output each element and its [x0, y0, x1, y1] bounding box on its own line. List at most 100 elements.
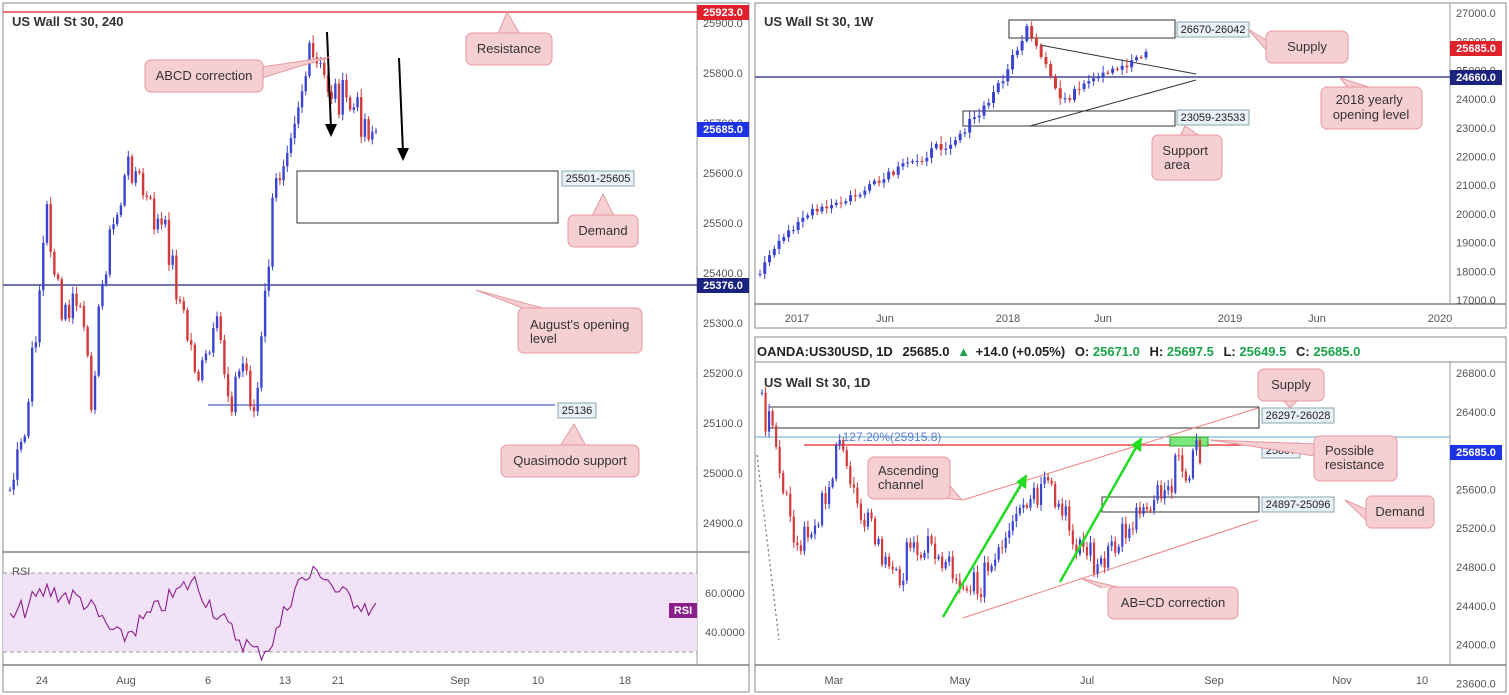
daily-callout-supply-text: Supply — [1271, 377, 1311, 392]
h4-candle — [30, 347, 34, 402]
daily-ytick: 23600.0 — [1456, 678, 1496, 690]
weekly-candle — [820, 206, 824, 212]
h4-candle — [34, 342, 38, 348]
weekly-candle — [858, 194, 862, 197]
daily-candle — [1039, 483, 1043, 505]
weekly-candle — [1125, 65, 1129, 68]
h4-callout-august-text: August's opening level — [530, 317, 633, 346]
daily-candle — [873, 518, 877, 545]
h4-candle — [12, 479, 15, 490]
h4-ytick: 25600.0 — [703, 168, 743, 180]
daily-candle — [923, 552, 926, 558]
h4-candle — [256, 387, 259, 412]
daily-candle — [1128, 528, 1131, 538]
daily-candle — [941, 556, 944, 569]
h4-candle — [16, 449, 19, 480]
weekly-candle — [1134, 57, 1138, 61]
daily-title: US Wall St 30, 1D — [764, 375, 870, 390]
h4-candle — [193, 344, 197, 372]
daily-candle — [1121, 523, 1124, 547]
h4-candle — [282, 166, 285, 181]
h4-rsi-line — [9, 565, 377, 662]
weekly-candle — [791, 230, 795, 232]
daily-candle — [905, 542, 908, 581]
h4-callout-resistance: Resistance — [465, 10, 553, 66]
daily-candle — [919, 554, 923, 558]
daily-o-value: 25671.0 — [1093, 344, 1140, 359]
weekly-candle — [987, 102, 991, 106]
daily-green-arrow-1 — [941, 480, 1025, 618]
daily-h-label: H: — [1150, 344, 1164, 359]
h4-candle — [311, 43, 315, 58]
h4-callout-demand: Demand — [567, 192, 639, 248]
daily-candle — [1085, 546, 1089, 556]
daily-candle — [1064, 506, 1067, 516]
daily-candle — [764, 392, 767, 432]
daily-candle — [884, 556, 887, 565]
daily-candle — [870, 512, 873, 519]
h4-arrow-2-head — [397, 148, 409, 161]
daily-candle — [845, 450, 848, 466]
h4-candle — [101, 283, 104, 307]
daily-candle — [888, 556, 891, 567]
daily-candle — [891, 566, 894, 570]
weekly-candle — [1011, 54, 1015, 70]
weekly-candle — [1015, 50, 1019, 55]
weekly-candle — [839, 202, 843, 204]
daily-candle — [767, 411, 771, 432]
h4-candle — [297, 107, 300, 124]
daily-xtick: May — [950, 675, 971, 687]
h4-candle — [138, 171, 141, 173]
daily-candle — [1163, 490, 1166, 499]
weekly-candle — [939, 144, 943, 150]
h4-demand-label: 25501-25605 — [566, 173, 631, 185]
daily-candle — [1082, 539, 1085, 547]
daily-last-price: 25685.0 — [902, 344, 949, 359]
h4-rsi-tick-60: 60.0000 — [705, 588, 745, 600]
weekly-candle — [1025, 26, 1029, 41]
h4-candle — [123, 175, 126, 206]
daily-ohlc-header: OANDA:US30USD, 1D 25685.0 ▲ +14.0 (+0.05… — [757, 344, 1360, 359]
h4-xtick: 6 — [205, 675, 211, 687]
h4-candle — [197, 371, 200, 381]
daily-candle — [916, 542, 919, 555]
daily-callout-supply: Supply — [1257, 368, 1325, 409]
h4-candle — [360, 97, 363, 137]
weekly-candle — [1101, 72, 1105, 78]
h4-callout-august-box — [517, 307, 643, 354]
weekly-callout-supply: Supply — [1247, 28, 1349, 64]
h4-candle — [356, 97, 359, 108]
weekly-candle — [953, 140, 957, 145]
daily-candle — [1131, 528, 1134, 530]
daily-candle — [933, 543, 937, 559]
daily-candle — [976, 572, 979, 595]
h4-candle — [175, 255, 178, 300]
daily-candle — [1184, 471, 1187, 481]
daily-candle — [1117, 546, 1120, 553]
weekly-candle — [1020, 40, 1024, 51]
h4-candle — [249, 370, 252, 407]
daily-candle — [1015, 513, 1018, 522]
daily-callout-possible-box — [1313, 435, 1398, 482]
daily-candle — [962, 587, 965, 589]
weekly-triangle-lower — [1029, 79, 1197, 127]
weekly-supply-zone — [1008, 19, 1176, 39]
daily-candle — [1170, 486, 1173, 493]
daily-candle — [852, 484, 855, 488]
h4-candle — [241, 363, 245, 372]
weekly-candle — [1049, 64, 1053, 77]
h4-candle — [226, 374, 230, 397]
daily-candle — [1050, 480, 1053, 484]
h4-candle — [293, 123, 296, 139]
daily-candle — [986, 562, 990, 571]
h4-candle — [215, 316, 219, 329]
daily-candle — [912, 542, 915, 548]
h4-resistance-tag — [697, 5, 749, 20]
daily-callout-supply-box — [1257, 368, 1325, 402]
h4-candle — [86, 327, 89, 356]
daily-candle — [1068, 506, 1071, 531]
h4-arrow-1-head — [325, 124, 337, 137]
h4-ytick: 25400.0 — [703, 268, 743, 280]
h4-candle — [334, 83, 337, 99]
daily-candle — [1054, 483, 1057, 507]
